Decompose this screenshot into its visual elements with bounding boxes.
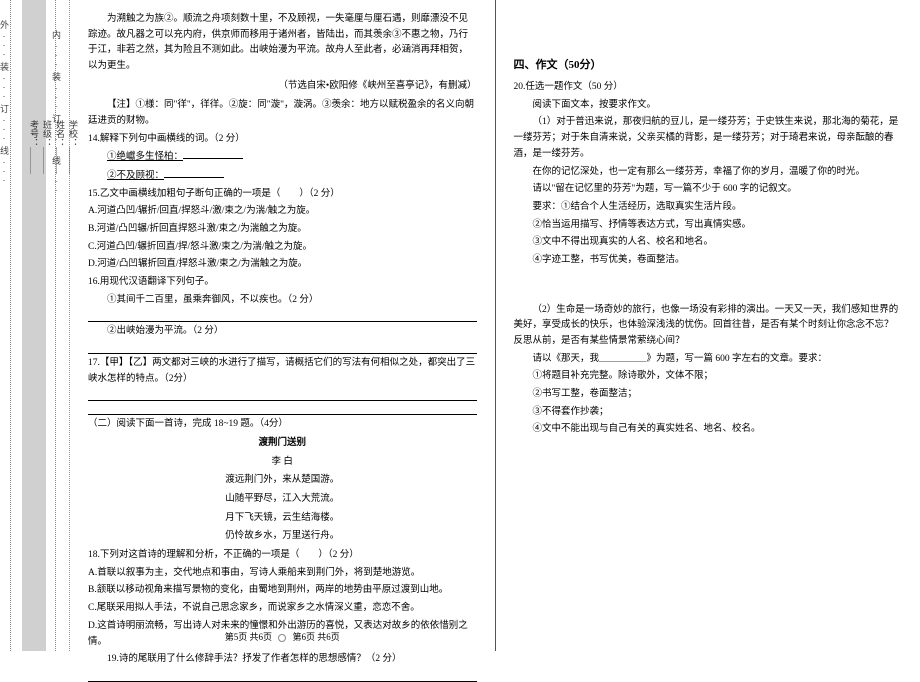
blank-answer[interactable]	[183, 149, 243, 159]
q18-option-b: B.颔联以移动视角来描写景物的变化，由蜀地到荆州，两岸的地势由平原过渡到山地。	[88, 583, 477, 599]
q14-sub-1: ①绝巘多生怪柏：	[88, 149, 477, 166]
page-6: 四、作文（50分） 20.任选一题作文（50 分） 阅读下面文本，按要求作文。 …	[496, 0, 920, 651]
examno-field: 考号：＿＿＿	[28, 120, 41, 520]
page-number-5: 第5页 共6页	[225, 632, 272, 642]
prompt-2-b: 请以《那天，我＿＿＿＿＿》为题，写一篇 600 字左右的文章。要求：	[514, 352, 903, 368]
blank-answer-line[interactable]	[88, 403, 477, 415]
poem-author: 李 白	[88, 455, 477, 471]
q16-sub-1: ①其间千二百里，虽乘奔御风，不以疾也。（2 分）	[88, 293, 477, 309]
q15: 15.乙文中画横线加粗句子断句正确的一项是（ ）（2 分）	[88, 187, 477, 203]
q16: 16.用现代汉语翻译下列句子。	[88, 275, 477, 291]
blank-answer-line[interactable]	[88, 389, 477, 401]
q18: 18.下列对这首诗的理解和分析，不正确的一项是（ ）（2 分）	[88, 548, 477, 564]
q14a-text: ①绝巘多生怪柏：	[107, 152, 183, 162]
poem-line: 月下飞天镜，云生结海楼。	[88, 511, 477, 527]
prompt-2-req-2: ②书写工整，卷面整洁；	[514, 387, 903, 403]
q18-option-a: A.首联以叙事为主，交代地点和事由，写诗人乘船来到荆门外，将到楚地游览。	[88, 566, 477, 582]
q15-option-c: C.河道凸凹/辗折回直/捍/怒斗激/束之/为湍/触之为旋。	[88, 240, 477, 256]
passage-para: 为溯触之为族②。顺流之舟项刻数十里，不及顾视，一失毫厘与厘石遇，则靡漂没不见踪迹…	[88, 12, 477, 75]
binding-margin: 外···装···订···线··· 内···装···订···线··· 学校：＿＿＿…	[0, 0, 70, 651]
blank-answer-line[interactable]	[88, 310, 477, 322]
prompt-2-para: （2）生命是一场奇妙的旅行，也像一场没有彩排的演出。一天又一天，我们感知世界的美…	[514, 303, 903, 350]
prompt-1-c: 请以"留在记忆里的芬芳"为题，写一篇不少于 600 字的记叙文。	[514, 182, 903, 198]
q15-option-a: A.河道凸凹/辗折/回直/捍怒斗/激/束之/为湍/触之为旋。	[88, 204, 477, 220]
q15-option-d: D.河道/凸凹辗折回直/捍怒斗激/束之/为湍触之为旋。	[88, 257, 477, 273]
prompt-2-req-3: ③不得套作抄袭；	[514, 405, 903, 421]
q16-sub-2: ②出峡始漫为平流。（2 分）	[88, 324, 477, 340]
essay-intro: 阅读下面文本，按要求作文。	[514, 98, 903, 114]
name-field: 姓名：＿＿＿	[54, 120, 67, 520]
poem-title: 渡荆门送别	[88, 436, 477, 452]
class-field: 班级：＿＿＿	[41, 120, 54, 520]
section-2-intro: （二）阅读下面一首诗，完成 18~19 题。（4分）	[88, 417, 477, 433]
separator-icon	[278, 634, 286, 642]
poem-line: 山随平野尽，江入大荒流。	[88, 492, 477, 508]
exam-sheet: 外···装···订···线··· 内···装···订···线··· 学校：＿＿＿…	[0, 0, 920, 651]
poem-line: 渡远荆门外，来从楚国游。	[88, 473, 477, 489]
page-number-6: 第6页 共6页	[293, 632, 340, 642]
main-content: 为溯触之为族②。顺流之舟项刻数十里，不及顾视，一失毫厘与厘石遇，则靡漂没不见踪迹…	[70, 0, 920, 651]
q20: 20.任选一题作文（50 分）	[514, 80, 903, 96]
margin-label-outer: 外···装···订···线···	[0, 20, 11, 188]
q14b-text: ②不及顾视：	[107, 171, 164, 181]
prompt-2-req-1: ①将题目补充完整。除诗歌外，文体不限；	[514, 369, 903, 385]
req-2: ②恰当运用描写、抒情等表达方式，写出真情实感。	[514, 218, 903, 234]
q15-option-b: B.河道/凸凹辗/折回直捍怒斗激/束之/为湍触之为旋。	[88, 222, 477, 238]
blank-answer[interactable]	[164, 168, 224, 178]
prompt-1-para: （1）对于普迅来说，那夜归航的豆儿，是一缕芬芳；于史铁生来说，那北海的菊花，是一…	[514, 115, 903, 162]
footnote: 【注】①様：同"徉"，徉徉。②旋：同"漩"，漩涡。③羡余：地方以赋税盈余的名义向…	[88, 98, 477, 129]
q18-option-c: C.尾联采用拟人手法，不说自己思念家乡，而说家乡之水情深义重，恋恋不舍。	[88, 601, 477, 617]
source-cite: （节选自宋•欧阳修《峡州至喜亭记》，有删减）	[88, 79, 477, 95]
q17: 17.【甲】【乙】两文都对三峡的水进行了描写，请概括它们的写法有何相似之处，都突…	[88, 356, 477, 387]
req-4: ④字迹工整，书写优美，卷面整洁。	[514, 253, 903, 269]
q19: 19.诗的尾联用了什么修辞手法？抒发了作者怎样的思想感情？（2 分）	[88, 652, 477, 668]
page-footer-left: 第5页 共6页 第6页 共6页	[70, 630, 495, 645]
req-1: 要求：①结合个人生活经历，选取真实生活片段。	[514, 200, 903, 216]
prompt-1-b: 在你的记忆深处，也一定有那么一缕芬芳，幸福了你的岁月，温暖了你的时光。	[514, 165, 903, 181]
req-3: ③文中不得出现真实的人名、校名和地名。	[514, 235, 903, 251]
section-4-title: 四、作文（50分）	[514, 56, 903, 74]
page-5: 为溯触之为族②。顺流之舟项刻数十里，不及顾视，一失毫厘与厘石遇，则靡漂没不见踪迹…	[70, 0, 496, 651]
poem-line: 仍怜故乡水，万里送行舟。	[88, 529, 477, 545]
q14-sub-2: ②不及顾视：	[88, 168, 477, 185]
prompt-2-req-4: ④文中不能出现与自己有关的真实姓名、地名、校名。	[514, 422, 903, 438]
blank-answer-line[interactable]	[88, 670, 477, 682]
q14: 14.解释下列句中画横线的词。（2 分）	[88, 132, 477, 148]
blank-answer-line[interactable]	[88, 342, 477, 354]
